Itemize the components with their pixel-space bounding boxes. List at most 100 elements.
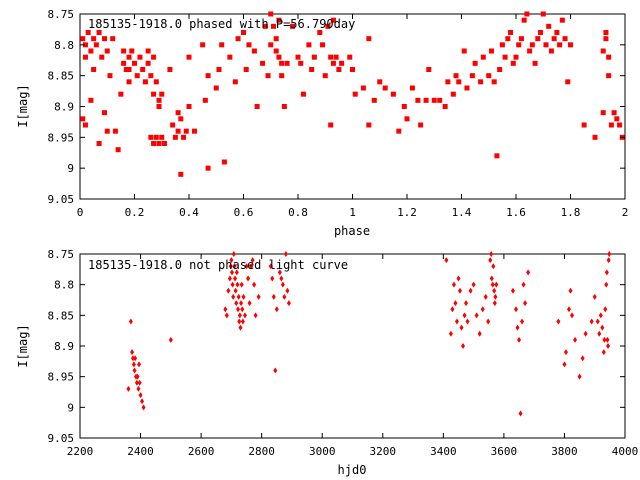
unphased-data-point [602, 336, 607, 343]
unphased-data-point [228, 263, 233, 270]
phased-data-point [142, 79, 148, 85]
unphased-data-point [126, 385, 131, 392]
unphased-data-point [280, 281, 285, 288]
unphased-data-point [239, 281, 244, 288]
unphased-data-point [240, 318, 245, 325]
unphased-y-tick-label: 8.85 [48, 309, 75, 322]
phased-data-point [148, 134, 154, 140]
phased-y-axis-label: I[mag] [16, 84, 30, 127]
phased-data-point [132, 60, 137, 66]
phased-data-point [499, 42, 505, 48]
unphased-data-point [234, 300, 239, 307]
phased-data-point [502, 54, 508, 60]
unphased-data-point [488, 257, 493, 264]
phased-data-point [437, 97, 443, 103]
unphased-data-point [462, 312, 467, 319]
unphased-data-point [515, 324, 520, 331]
unphased-points [126, 251, 612, 417]
unphased-data-point [271, 293, 276, 300]
unphased-data-point [489, 275, 494, 282]
unphased-data-point [229, 257, 234, 264]
phased-panel-title: 185135-1918.0 phased with P=56.790day [88, 17, 355, 31]
unphased-data-point [128, 318, 133, 325]
phased-x-tick-label: 0.6 [234, 206, 254, 219]
phased-data-point [178, 171, 184, 177]
phased-data-point [153, 79, 159, 85]
unphased-y-tick-label: 8.95 [48, 371, 75, 384]
phased-x-tick-label: 0 [77, 206, 84, 219]
phased-data-point [554, 30, 560, 35]
phased-data-point [159, 134, 165, 140]
unphased-data-point [566, 306, 571, 313]
phased-data-point [112, 128, 118, 134]
unphased-data-point [237, 312, 242, 319]
phased-data-point [442, 104, 448, 109]
unphased-data-point [135, 373, 140, 380]
phased-data-point [170, 122, 176, 128]
unphased-data-point [451, 281, 456, 288]
phased-data-point [186, 54, 192, 60]
phased-x-tick-label: 0.8 [288, 206, 308, 219]
phased-data-point [205, 165, 211, 171]
phased-y-tick-label: 9 [67, 162, 74, 175]
phased-data-point [102, 110, 108, 116]
phased-data-point [478, 79, 484, 85]
unphased-data-point [249, 263, 254, 270]
unphased-data-point [250, 257, 255, 264]
phased-data-point [606, 54, 612, 60]
phased-data-point [202, 97, 208, 103]
unphased-data-point [246, 275, 251, 282]
unphased-x-tick-label: 2800 [248, 445, 275, 458]
phased-data-point [115, 147, 121, 153]
unphased-data-point [232, 263, 237, 270]
phased-data-point [88, 48, 94, 54]
phased-data-point [508, 30, 514, 35]
phased-data-point [491, 79, 497, 85]
unphased-data-point [444, 257, 449, 264]
phased-data-point [347, 54, 353, 60]
unphased-data-point [471, 281, 476, 288]
unphased-data-point [134, 379, 139, 386]
unphased-data-point [130, 355, 135, 362]
unphased-data-point [138, 392, 143, 399]
phased-data-point [450, 91, 456, 97]
unphased-data-point [240, 306, 245, 313]
unphased-data-point [468, 287, 473, 294]
phased-data-point [80, 36, 86, 42]
phased-data-point [216, 67, 222, 72]
unphased-data-point [526, 269, 531, 276]
phased-data-point [156, 104, 162, 109]
phased-y-tick-label: 8.95 [48, 131, 75, 144]
phased-data-point [409, 85, 415, 91]
phased-data-point [532, 60, 538, 66]
unphased-data-point [521, 281, 526, 288]
phased-data-point [284, 60, 290, 66]
unphased-data-point [607, 251, 612, 257]
unphased-data-point [235, 281, 240, 288]
unphased-y-ticks: 8.75 8.8 8.85 8.9 8.95 9 9.05 [48, 248, 625, 445]
phased-data-point [510, 60, 516, 66]
unphased-data-point [252, 281, 257, 288]
phased-data-point [251, 48, 257, 54]
phased-data-point [461, 48, 467, 54]
phased-data-point [480, 54, 486, 60]
unphased-x-tick-label: 3000 [309, 445, 336, 458]
phased-data-point [181, 134, 187, 140]
unphased-data-point [494, 281, 499, 288]
phased-x-tick-label: 1 [349, 206, 356, 219]
phased-data-point [377, 79, 383, 85]
unphased-data-point [238, 324, 243, 331]
phased-data-point [151, 141, 157, 146]
phased-data-point [145, 60, 151, 66]
phased-data-point [123, 67, 129, 72]
phased-x-tick-label: 1.8 [561, 206, 581, 219]
unphased-data-point [493, 293, 498, 300]
unphased-data-point [270, 275, 275, 282]
phased-data-point [456, 79, 462, 85]
unphased-data-point [601, 349, 606, 356]
phased-data-point [360, 85, 366, 91]
unphased-data-point [168, 336, 173, 343]
phased-data-point [151, 54, 157, 60]
unphased-data-point [237, 318, 242, 325]
